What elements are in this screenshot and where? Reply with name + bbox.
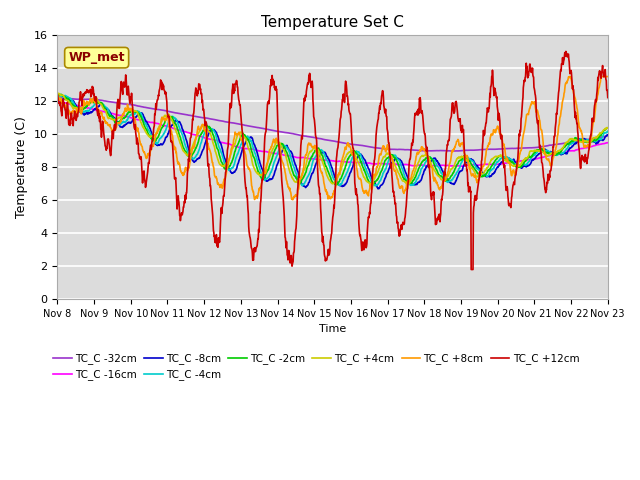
TC_C -8cm bbox=[54, 98, 61, 104]
Line: TC_C +8cm: TC_C +8cm bbox=[58, 77, 608, 200]
TC_C +8cm bbox=[96, 110, 104, 116]
TC_C +12cm bbox=[367, 201, 374, 206]
Line: TC_C -8cm: TC_C -8cm bbox=[58, 97, 608, 189]
TC_C -32cm bbox=[308, 134, 316, 140]
Line: TC_C -32cm: TC_C -32cm bbox=[58, 98, 608, 151]
TC_C -2cm bbox=[367, 181, 375, 187]
TC_C +4cm bbox=[54, 90, 61, 96]
TC_C +4cm bbox=[96, 101, 104, 107]
TC_C -8cm bbox=[604, 132, 612, 138]
TC_C +8cm bbox=[299, 171, 307, 177]
TC_C -4cm bbox=[371, 183, 379, 189]
TC_C +4cm bbox=[367, 181, 375, 187]
TC_C +8cm bbox=[289, 197, 296, 203]
TC_C -32cm bbox=[54, 95, 62, 101]
TC_C -2cm bbox=[54, 92, 61, 97]
TC_C -32cm bbox=[287, 131, 295, 136]
TC_C +8cm bbox=[566, 74, 573, 80]
TC_C -4cm bbox=[287, 156, 295, 162]
TC_C -8cm bbox=[374, 186, 381, 192]
TC_C -2cm bbox=[333, 182, 340, 188]
X-axis label: Time: Time bbox=[319, 324, 346, 335]
TC_C -4cm bbox=[299, 182, 307, 188]
TC_C +12cm bbox=[96, 113, 104, 119]
TC_C +4cm bbox=[604, 125, 612, 131]
TC_C -16cm bbox=[298, 155, 306, 160]
TC_C -2cm bbox=[97, 99, 104, 105]
TC_C -8cm bbox=[287, 149, 295, 155]
TC_C -2cm bbox=[299, 176, 307, 181]
TC_C -16cm bbox=[118, 113, 126, 119]
TC_C +12cm bbox=[308, 78, 316, 84]
TC_C +4cm bbox=[118, 112, 126, 118]
TC_C -2cm bbox=[119, 116, 127, 121]
Line: TC_C -16cm: TC_C -16cm bbox=[58, 101, 608, 166]
Legend: TC_C -32cm, TC_C -16cm, TC_C -8cm, TC_C -4cm, TC_C -2cm, TC_C +4cm, TC_C +8cm, T: TC_C -32cm, TC_C -16cm, TC_C -8cm, TC_C … bbox=[49, 349, 584, 384]
TC_C -4cm bbox=[367, 178, 375, 183]
TC_C +12cm bbox=[298, 136, 306, 142]
TC_C +4cm bbox=[308, 147, 316, 153]
TC_C +8cm bbox=[308, 144, 316, 150]
TC_C -16cm bbox=[367, 160, 374, 166]
TC_C +8cm bbox=[118, 113, 126, 119]
TC_C -4cm bbox=[308, 160, 316, 166]
TC_C -8cm bbox=[64, 95, 72, 100]
TC_C -32cm bbox=[119, 101, 127, 107]
TC_C -16cm bbox=[54, 98, 61, 104]
TC_C +12cm bbox=[604, 95, 612, 100]
TC_C -4cm bbox=[97, 100, 104, 106]
TC_C -8cm bbox=[97, 101, 104, 107]
TC_C +8cm bbox=[287, 190, 295, 196]
TC_C -32cm bbox=[97, 97, 104, 103]
TC_C +12cm bbox=[287, 258, 295, 264]
TC_C -4cm bbox=[604, 129, 612, 134]
TC_C +4cm bbox=[287, 172, 295, 178]
TC_C -2cm bbox=[287, 165, 295, 170]
TC_C +8cm bbox=[367, 182, 375, 188]
TC_C +8cm bbox=[604, 74, 612, 80]
TC_C -8cm bbox=[119, 124, 127, 130]
TC_C -2cm bbox=[604, 125, 612, 131]
TC_C +12cm bbox=[562, 48, 570, 54]
TC_C -16cm bbox=[458, 163, 465, 169]
TC_C +4cm bbox=[298, 170, 306, 176]
Title: Temperature Set C: Temperature Set C bbox=[261, 15, 404, 30]
TC_C +8cm bbox=[54, 92, 61, 98]
Line: TC_C -2cm: TC_C -2cm bbox=[58, 94, 608, 185]
TC_C -32cm bbox=[54, 95, 61, 101]
TC_C -8cm bbox=[308, 170, 316, 176]
TC_C +12cm bbox=[54, 92, 61, 97]
TC_C -16cm bbox=[308, 156, 316, 162]
TC_C -32cm bbox=[367, 144, 375, 150]
TC_C -4cm bbox=[54, 94, 61, 100]
TC_C -32cm bbox=[450, 148, 458, 154]
TC_C -32cm bbox=[604, 133, 612, 139]
Y-axis label: Temperature (C): Temperature (C) bbox=[15, 116, 28, 218]
TC_C -4cm bbox=[61, 93, 69, 98]
Line: TC_C +12cm: TC_C +12cm bbox=[58, 51, 608, 269]
TC_C -16cm bbox=[287, 153, 295, 159]
TC_C -4cm bbox=[119, 120, 127, 125]
TC_C -8cm bbox=[367, 173, 375, 179]
TC_C +12cm bbox=[118, 88, 126, 94]
TC_C -2cm bbox=[308, 153, 316, 158]
TC_C -16cm bbox=[96, 108, 104, 114]
Line: TC_C +4cm: TC_C +4cm bbox=[58, 93, 608, 185]
TC_C -2cm bbox=[54, 91, 61, 96]
TC_C -16cm bbox=[604, 140, 612, 145]
Text: WP_met: WP_met bbox=[68, 51, 125, 64]
TC_C +4cm bbox=[367, 182, 374, 188]
TC_C +12cm bbox=[467, 266, 475, 272]
TC_C -8cm bbox=[299, 182, 307, 188]
TC_C -32cm bbox=[299, 133, 307, 139]
Line: TC_C -4cm: TC_C -4cm bbox=[58, 96, 608, 186]
